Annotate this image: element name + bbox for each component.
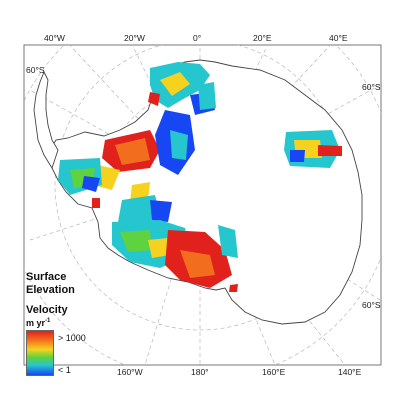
velocity-patch (218, 225, 238, 258)
legend-max-label: > 1000 (58, 333, 86, 343)
velocity-patch (148, 238, 170, 258)
tick-label-bottom: 180° (191, 367, 209, 377)
velocity-overlay (58, 62, 342, 292)
tick-label-top: 20°W (124, 33, 145, 43)
legend-title-line1: Surface (26, 271, 67, 283)
tick-label-top: 40°W (44, 33, 65, 43)
meridian-line (29, 89, 201, 186)
tick-label-right: 60°S (362, 300, 381, 310)
meridian-line (199, 84, 381, 186)
tick-label-top: 0° (193, 33, 202, 43)
velocity-patch (318, 145, 342, 156)
meridian-line (69, 45, 201, 186)
tick-label-top: 20°E (253, 33, 272, 43)
legend-unit-base: m yr (26, 318, 46, 328)
velocity-patch (290, 150, 305, 162)
legend-min-label: < 1 (58, 365, 71, 375)
velocity-patch (160, 72, 190, 96)
velocity-colorbar (26, 330, 54, 376)
tick-label-bottom: 160°E (262, 367, 286, 377)
velocity-patch (180, 250, 215, 278)
legend-velocity-label: Velocity (26, 304, 68, 316)
tick-label-left: 60°S (26, 65, 45, 75)
velocity-patch (150, 200, 172, 222)
velocity-patch (170, 130, 188, 160)
velocity-patch (92, 198, 100, 208)
velocity-patch (148, 92, 160, 106)
legend-unit: m yr-1 (26, 318, 50, 328)
tick-label-right: 60°S (362, 82, 381, 92)
velocity-patch (120, 230, 152, 252)
antarctic-peninsula (33, 70, 59, 170)
velocity-patch (82, 176, 100, 192)
legend-title-line2: Elevation (26, 284, 75, 296)
tick-label-bottom: 160°W (117, 367, 143, 377)
map-border (23, 44, 382, 366)
velocity-patch (115, 138, 150, 165)
velocity-patch (198, 82, 216, 110)
velocity-patch (229, 284, 238, 292)
meridian-line (199, 184, 276, 365)
tick-label-top: 40°E (329, 33, 348, 43)
legend-unit-exponent: -1 (45, 318, 51, 324)
tick-label-bottom: 140°E (338, 367, 362, 377)
